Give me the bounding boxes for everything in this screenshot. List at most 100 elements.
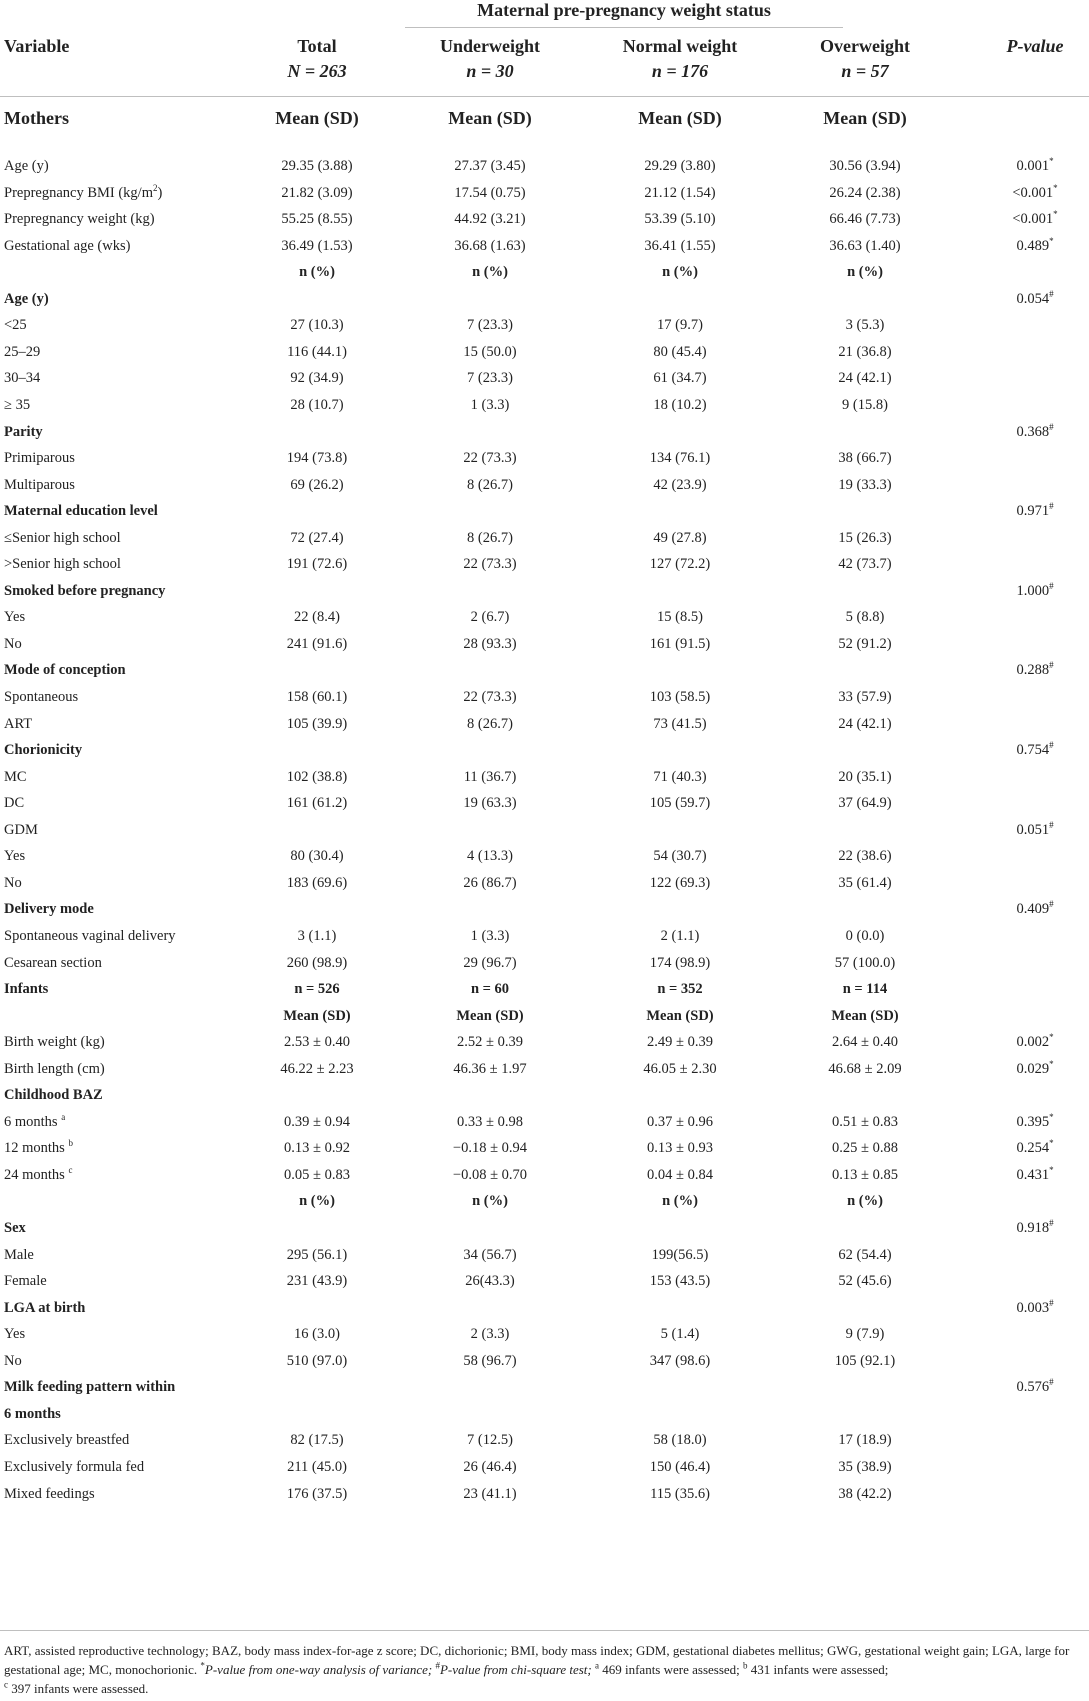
group-header: Maternal pre-pregnancy weight status	[477, 0, 771, 20]
cell-normal: 36.41 (1.55)	[615, 232, 745, 261]
cell-label: Female	[4, 1267, 47, 1296]
cell-text: 5 (1.4)	[660, 1326, 700, 1343]
pvalue-marker: #	[1049, 421, 1054, 432]
cell-label: Milk feeding pattern within	[4, 1373, 175, 1402]
cell-text: n (%)	[847, 264, 883, 281]
cell-text: 53.39 (5.10)	[644, 211, 716, 228]
cell-text: 6 months	[4, 1113, 62, 1130]
cell-text: n (%)	[662, 1193, 698, 1210]
cell-pvalue: 0.971#	[985, 497, 1085, 526]
cell-overweight: 0.13 ± 0.85	[800, 1161, 930, 1190]
cell-overweight: 57 (100.0)	[800, 949, 930, 978]
cell-total: 36.49 (1.53)	[252, 232, 382, 261]
cell-overweight: 36.63 (1.40)	[800, 232, 930, 261]
cell-text: 0.05 ± 0.83	[284, 1166, 350, 1183]
cell-text: 0.04 ± 0.84	[647, 1166, 713, 1183]
table-row: ≤Senior high school 72 (27.4) 8 (26.7) 49 (…	[0, 524, 1089, 553]
cell-text: Yes	[4, 848, 26, 865]
cell-label: Sex	[4, 1214, 26, 1243]
cell-text: 115 (35.6)	[650, 1485, 710, 1502]
pvalue-marker: *	[1049, 1138, 1054, 1149]
cell-text: Yes	[4, 1326, 26, 1343]
cell-total: 510 (97.0)	[252, 1347, 382, 1376]
cell-label: Age (y)	[4, 285, 49, 314]
cell-normal: Mean (SD)	[615, 104, 745, 132]
cell-overweight: 19 (33.3)	[800, 471, 930, 500]
pvalue-marker: *	[1053, 209, 1058, 220]
cell-normal: 134 (76.1)	[615, 444, 745, 473]
table-row: Yes 80 (30.4) 4 (13.3) 54 (30.7) 22 (38.6)	[0, 842, 1089, 871]
cell-text: 30–34	[4, 370, 41, 387]
cell-pvalue: 0.051#	[985, 816, 1085, 845]
cell-overweight: 37 (64.9)	[800, 789, 930, 818]
cell-text: Primiparous	[4, 450, 75, 467]
cell-text: 24 (42.1)	[838, 715, 892, 732]
table-row: Birth weight (kg) 2.53 ± 0.40 2.52 ± 0.39 2…	[0, 1028, 1089, 1057]
cell-normal: 122 (69.3)	[615, 869, 745, 898]
cell-label: No	[4, 630, 22, 659]
cell-text: Birth length (cm)	[4, 1060, 105, 1077]
cell-text: 2 (3.3)	[470, 1326, 510, 1343]
cell-overweight: 9 (15.8)	[800, 391, 930, 420]
table-row: Milk feeding pattern within 0.576#	[0, 1373, 1089, 1402]
cell-total: 3 (1.1)	[252, 922, 382, 951]
cell-text: 0.003	[1016, 1299, 1050, 1316]
cell-text: 295 (56.1)	[286, 1246, 348, 1263]
cell-text: 36.63 (1.40)	[829, 237, 901, 254]
cell-label: Childhood BAZ	[4, 1081, 103, 1110]
cell-text: n (%)	[472, 1193, 508, 1210]
cell-total: 72 (27.4)	[252, 524, 382, 553]
cell-text: 241 (91.6)	[286, 635, 348, 652]
cell-overweight: 9 (7.9)	[800, 1320, 930, 1349]
table-row: Yes 16 (3.0) 2 (3.3) 5 (1.4) 9 (7.9)	[0, 1320, 1089, 1349]
cell-text: 0.13 ± 0.93	[647, 1140, 713, 1157]
underweight-n: n = 30	[466, 61, 514, 81]
table-row: Age (y) 29.35 (3.88) 27.37 (3.45) 29.29 (3.…	[0, 152, 1089, 181]
cell-label: ≤Senior high school	[4, 524, 121, 553]
cell-text: 15 (50.0)	[463, 343, 517, 360]
cell-text: <25	[4, 317, 27, 334]
cell-text: 0.13 ± 0.92	[284, 1140, 350, 1157]
cell-text: 0.754	[1016, 742, 1050, 759]
cell-text: 62 (54.4)	[838, 1246, 892, 1263]
cell-normal: 54 (30.7)	[615, 842, 745, 871]
cell-overweight: 15 (26.3)	[800, 524, 930, 553]
cell-text: Birth weight (kg)	[4, 1034, 105, 1051]
cell-text: 26.24 (2.38)	[829, 184, 901, 201]
cell-text: Mean (SD)	[283, 1007, 351, 1024]
cell-normal: 18 (10.2)	[615, 391, 745, 420]
cell-label: Multiparous	[4, 471, 75, 500]
cell-text: 55.25 (8.55)	[281, 211, 353, 228]
cell-text: 183 (69.6)	[286, 874, 348, 891]
cell-normal: 103 (58.5)	[615, 683, 745, 712]
cell-pvalue: 0.918#	[985, 1214, 1085, 1243]
cell-text: 22 (8.4)	[294, 609, 340, 626]
cell-total: n (%)	[252, 1187, 382, 1216]
cell-text: 15 (8.5)	[657, 609, 703, 626]
cell-text: n (%)	[299, 264, 335, 281]
cell-overweight: 35 (61.4)	[800, 869, 930, 898]
table-row: Gestational age (wks) 36.49 (1.53) 36.68 (…	[0, 232, 1089, 261]
table-row: Age (y) 0.054#	[0, 285, 1089, 314]
table-row: No 510 (97.0) 58 (96.7) 347 (98.6) 105 (92.1…	[0, 1347, 1089, 1376]
cell-overweight: 35 (38.9)	[800, 1453, 930, 1482]
cell-total: Mean (SD)	[252, 1002, 382, 1031]
cell-pvalue: 0.288#	[985, 656, 1085, 685]
cell-text: n = 114	[842, 981, 888, 998]
cell-label: Birth length (cm)	[4, 1055, 105, 1084]
cell-text: 6 months	[4, 1405, 61, 1422]
cell-underweight: Mean (SD)	[425, 1002, 555, 1031]
cell-normal: 0.04 ± 0.84	[615, 1161, 745, 1190]
cell-pvalue: <0.001*	[985, 179, 1085, 208]
table-row: LGA at birth 0.003#	[0, 1294, 1089, 1323]
cell-text: 0.051	[1016, 821, 1050, 838]
pvalue-marker: #	[1049, 1297, 1054, 1308]
cell-text: 29 (96.7)	[463, 954, 517, 971]
cell-normal: 29.29 (3.80)	[615, 152, 745, 181]
table-row: <25 27 (10.3) 7 (23.3) 17 (9.7) 3 (5.3)	[0, 311, 1089, 340]
cell-text: 2.49 ± 0.39	[647, 1034, 713, 1051]
cell-text: 29.35 (3.88)	[281, 158, 353, 174]
normal-header: Normal weight n = 176	[585, 36, 775, 82]
cell-text: Mean (SD)	[456, 1007, 524, 1024]
cell-text: 2.64 ± 0.40	[832, 1034, 898, 1051]
